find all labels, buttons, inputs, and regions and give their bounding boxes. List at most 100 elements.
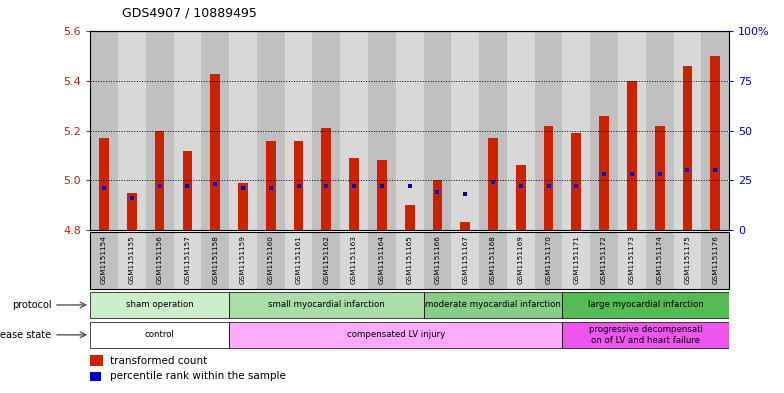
Text: GSM1151160: GSM1151160 bbox=[267, 235, 274, 284]
Bar bbox=[201, 232, 229, 289]
Text: control: control bbox=[145, 331, 175, 339]
Bar bbox=[146, 232, 173, 289]
Bar bbox=[229, 322, 562, 347]
Bar bbox=[396, 31, 423, 230]
Text: GSM1151162: GSM1151162 bbox=[323, 235, 329, 284]
Bar bbox=[229, 232, 257, 289]
Text: GSM1151158: GSM1151158 bbox=[212, 235, 218, 284]
Text: progressive decompensati
on of LV and heart failure: progressive decompensati on of LV and he… bbox=[589, 325, 702, 345]
Bar bbox=[702, 31, 729, 230]
Bar bbox=[423, 292, 562, 318]
Text: transformed count: transformed count bbox=[110, 356, 207, 365]
Bar bbox=[618, 31, 646, 230]
Text: GSM1151159: GSM1151159 bbox=[240, 235, 246, 284]
Text: percentile rank within the sample: percentile rank within the sample bbox=[110, 371, 285, 382]
Text: compensated LV injury: compensated LV injury bbox=[347, 331, 445, 339]
Bar bbox=[368, 31, 396, 230]
Bar bbox=[173, 232, 201, 289]
Bar bbox=[285, 31, 312, 230]
Bar bbox=[646, 31, 673, 230]
Text: GSM1151170: GSM1151170 bbox=[546, 235, 552, 284]
Bar bbox=[377, 160, 387, 230]
Bar bbox=[535, 31, 562, 230]
Text: GSM1151157: GSM1151157 bbox=[184, 235, 191, 284]
Bar bbox=[433, 180, 442, 230]
Bar bbox=[405, 205, 415, 230]
Bar bbox=[423, 31, 452, 230]
Bar bbox=[590, 31, 618, 230]
Text: large myocardial infarction: large myocardial infarction bbox=[588, 301, 704, 309]
Text: GSM1151176: GSM1151176 bbox=[712, 235, 718, 284]
Bar bbox=[201, 31, 229, 230]
Bar bbox=[535, 232, 562, 289]
Bar bbox=[340, 31, 368, 230]
Text: GSM1151167: GSM1151167 bbox=[463, 235, 468, 284]
Text: GSM1151168: GSM1151168 bbox=[490, 235, 496, 284]
Bar bbox=[627, 81, 637, 230]
Bar bbox=[294, 141, 303, 230]
Bar bbox=[479, 31, 507, 230]
Bar bbox=[238, 183, 248, 230]
Text: GSM1151163: GSM1151163 bbox=[351, 235, 357, 284]
Bar bbox=[257, 232, 285, 289]
Text: GSM1151154: GSM1151154 bbox=[101, 235, 107, 284]
Text: GSM1151171: GSM1151171 bbox=[573, 235, 579, 284]
Text: GSM1151161: GSM1151161 bbox=[296, 235, 302, 284]
Bar bbox=[340, 232, 368, 289]
Bar bbox=[312, 232, 340, 289]
Bar bbox=[210, 73, 220, 230]
Bar bbox=[562, 232, 590, 289]
Bar bbox=[146, 31, 173, 230]
Text: GSM1151175: GSM1151175 bbox=[684, 235, 691, 284]
Text: GSM1151156: GSM1151156 bbox=[157, 235, 162, 284]
Text: sham operation: sham operation bbox=[125, 301, 194, 309]
Bar bbox=[90, 355, 103, 366]
Bar bbox=[229, 292, 423, 318]
Bar bbox=[702, 232, 729, 289]
Bar bbox=[618, 232, 646, 289]
Bar bbox=[266, 141, 276, 230]
Bar bbox=[423, 232, 452, 289]
Bar bbox=[396, 232, 423, 289]
Text: GSM1151172: GSM1151172 bbox=[601, 235, 607, 284]
Bar bbox=[543, 126, 554, 230]
Bar bbox=[673, 31, 702, 230]
Bar bbox=[229, 31, 257, 230]
Bar bbox=[655, 126, 665, 230]
Bar bbox=[349, 158, 359, 230]
Bar bbox=[90, 232, 118, 289]
Text: GSM1151165: GSM1151165 bbox=[407, 235, 412, 284]
Text: GSM1151164: GSM1151164 bbox=[379, 235, 385, 284]
Bar bbox=[479, 232, 507, 289]
Bar bbox=[90, 31, 118, 230]
Bar bbox=[100, 138, 109, 230]
Text: GSM1151174: GSM1151174 bbox=[657, 235, 662, 284]
Bar bbox=[257, 31, 285, 230]
Bar bbox=[507, 232, 535, 289]
Text: small myocardial infarction: small myocardial infarction bbox=[268, 301, 385, 309]
Text: GSM1151169: GSM1151169 bbox=[517, 235, 524, 284]
Text: GSM1151155: GSM1151155 bbox=[129, 235, 135, 284]
Text: moderate myocardial infarction: moderate myocardial infarction bbox=[425, 301, 561, 309]
Bar bbox=[710, 56, 720, 230]
Bar bbox=[173, 31, 201, 230]
Text: GSM1151166: GSM1151166 bbox=[434, 235, 441, 284]
Bar bbox=[118, 232, 146, 289]
Bar bbox=[683, 66, 692, 230]
Bar bbox=[90, 372, 100, 381]
Bar bbox=[562, 322, 729, 347]
Text: protocol: protocol bbox=[12, 300, 51, 310]
Bar bbox=[646, 232, 673, 289]
Text: GSM1151173: GSM1151173 bbox=[629, 235, 635, 284]
Bar bbox=[488, 138, 498, 230]
Bar bbox=[312, 31, 340, 230]
Bar bbox=[507, 31, 535, 230]
Bar bbox=[460, 222, 470, 230]
Bar bbox=[118, 31, 146, 230]
Bar bbox=[673, 232, 702, 289]
Bar bbox=[127, 193, 136, 230]
Text: disease state: disease state bbox=[0, 330, 51, 340]
Bar bbox=[562, 292, 729, 318]
Bar bbox=[516, 165, 525, 230]
Bar bbox=[590, 232, 618, 289]
